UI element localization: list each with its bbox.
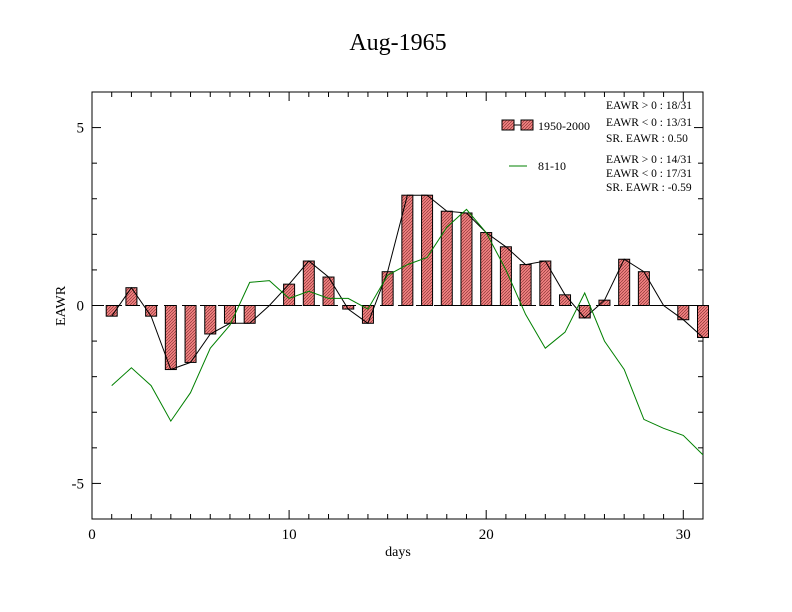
series-line-1950-2000	[111, 194, 704, 371]
y-tick-label--5: -5	[72, 476, 85, 492]
legend-swatch-1950-2000-left	[501, 119, 515, 131]
x-tick-label-20: 20	[479, 527, 494, 543]
x-tick-label-10: 10	[282, 527, 297, 543]
bar-day-7	[223, 305, 236, 324]
legend-label-1950-2000: 1950-2000	[538, 119, 590, 133]
series-line-81-10	[111, 208, 704, 456]
stat-1950-2000-positive: EAWR > 0 : 18/31	[606, 100, 692, 112]
bar-day-20	[480, 232, 493, 306]
bar-day-12	[322, 276, 335, 306]
y-tick-label-0: 0	[77, 299, 85, 315]
bar-day-11	[302, 260, 315, 307]
legend-label-81-10: 81-10	[538, 159, 566, 173]
bar-day-19	[460, 212, 473, 307]
y-axis-label: EAWR	[54, 285, 69, 326]
bar-day-30	[677, 305, 690, 321]
bar-day-26	[598, 299, 611, 307]
legend: 1950-2000 81-10	[501, 119, 590, 173]
x-axis-label: days	[385, 545, 411, 560]
stat-1950-2000-negative: EAWR < 0 : 13/31	[606, 117, 692, 129]
stat-1950-2000-sr: SR. EAWR : 0.50	[606, 133, 688, 145]
bar-day-2	[125, 287, 138, 307]
bar-day-22	[519, 264, 532, 306]
bar-day-6	[204, 305, 217, 335]
bar-day-18	[440, 210, 453, 306]
stats-annotations: EAWR > 0 : 18/31 EAWR < 0 : 13/31 SR. EA…	[606, 100, 692, 194]
bar-day-28	[637, 271, 650, 306]
y-tick-label-5: 5	[77, 121, 85, 137]
bar-day-5	[184, 305, 197, 363]
bar-day-8	[243, 305, 256, 324]
x-tick-label-0: 0	[88, 527, 96, 543]
bar-day-31	[697, 305, 709, 339]
stat-81-10-positive: EAWR > 0 : 14/31	[606, 154, 692, 166]
bar-day-17	[421, 194, 434, 306]
bar-day-25	[578, 305, 591, 319]
stat-81-10-negative: EAWR < 0 : 17/31	[606, 168, 692, 180]
x-tick-label-30: 30	[676, 527, 691, 543]
chart-title: Aug-1965	[349, 30, 446, 56]
bar-day-21	[499, 246, 512, 307]
bar-day-24	[559, 294, 572, 307]
legend-swatch-1950-2000-right	[520, 119, 534, 131]
stat-81-10-sr: SR. EAWR : -0.59	[606, 182, 692, 194]
bar-day-15	[381, 271, 394, 306]
